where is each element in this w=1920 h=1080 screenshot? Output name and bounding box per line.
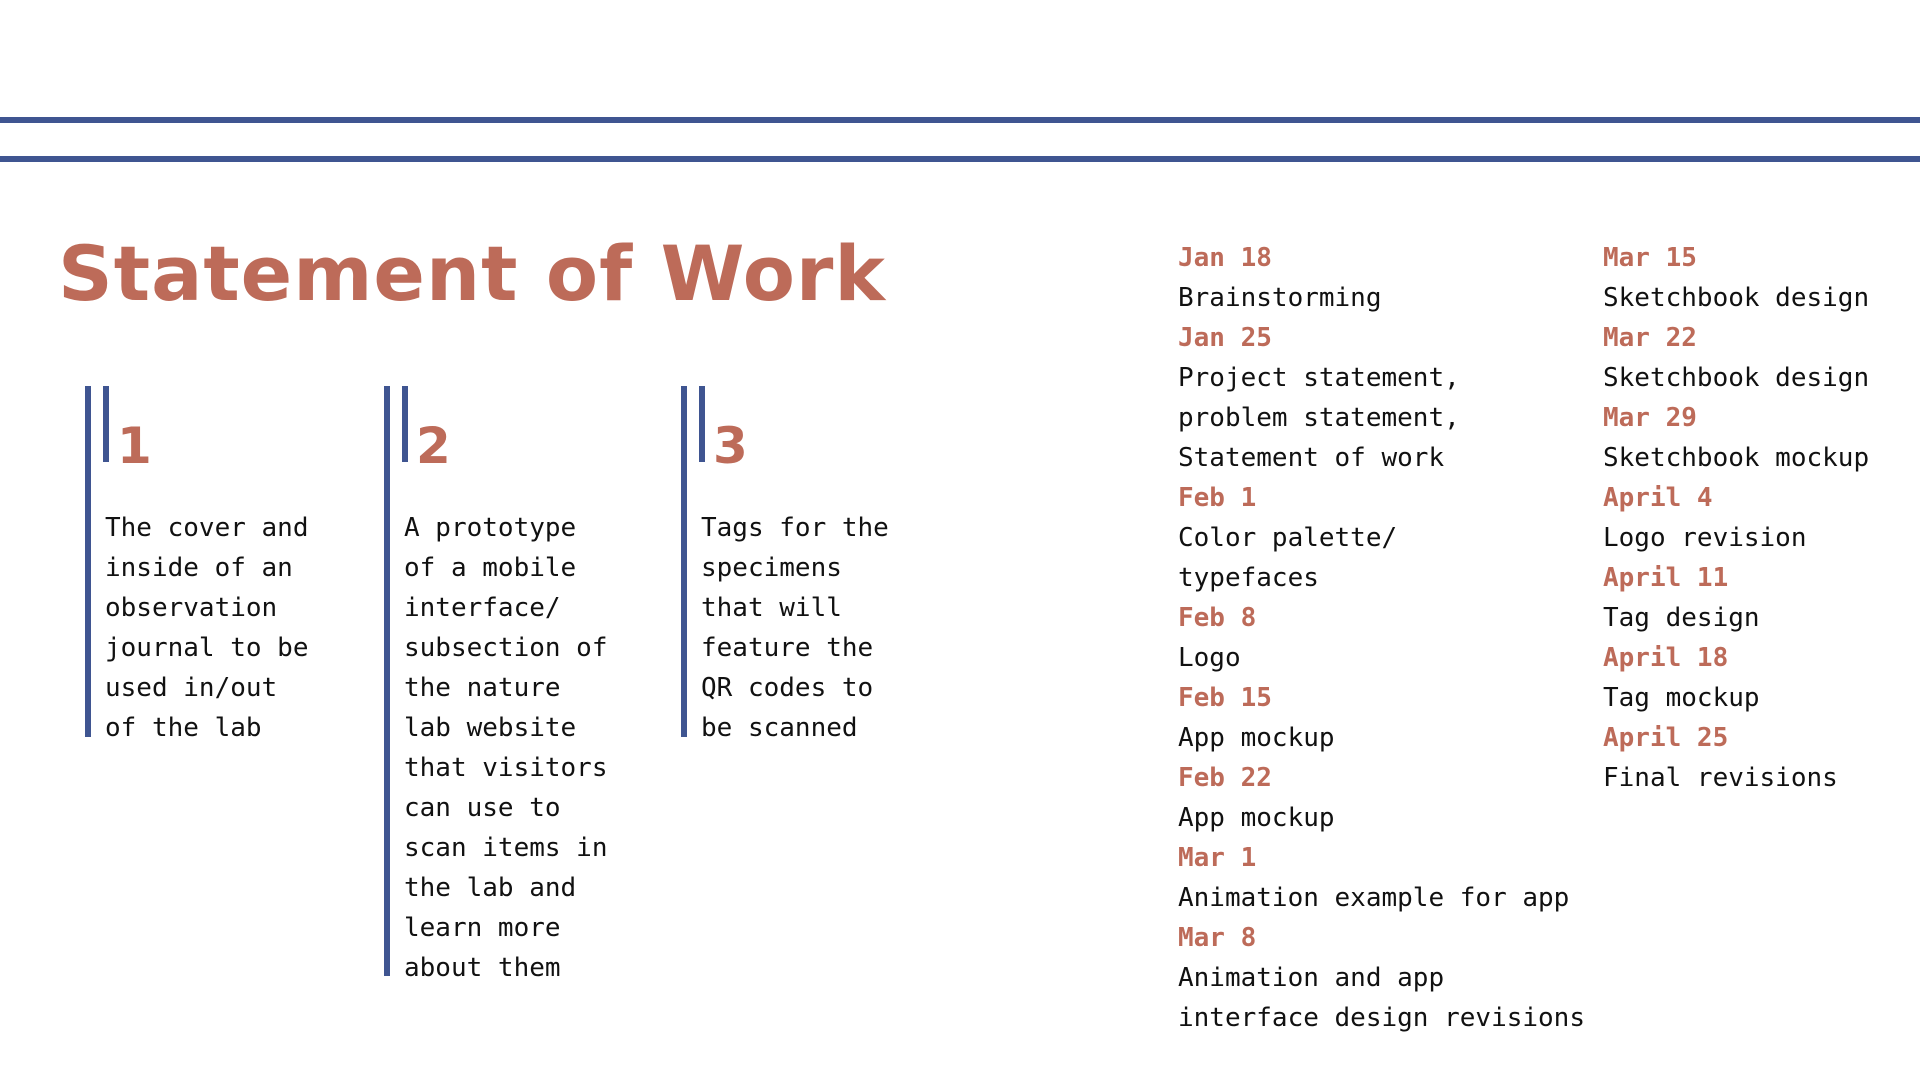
schedule-task: Final revisions <box>1603 763 1838 793</box>
deliverable-bar-short <box>402 386 408 462</box>
schedule-date: Jan 25 <box>1178 323 1272 353</box>
top-divider-line <box>0 117 1920 123</box>
deliverable-bar-short <box>103 386 109 462</box>
schedule-task: Tag mockup <box>1603 683 1760 713</box>
deliverable-bar-long <box>85 386 91 737</box>
schedule-task: Tag design <box>1603 603 1760 633</box>
schedule-entry: Mar 8 Animation and app interface design… <box>1178 918 1585 1038</box>
schedule-entry: April 4 Logo revision <box>1603 478 1869 558</box>
schedule-entry: Feb 22 App mockup <box>1178 758 1585 838</box>
schedule-date: Mar 15 <box>1603 243 1697 273</box>
schedule-date: Mar 8 <box>1178 923 1257 953</box>
deliverable-number: 3 <box>713 417 748 475</box>
schedule-task: Logo revision <box>1603 523 1807 553</box>
schedule-task: Sketchbook mockup <box>1603 443 1870 473</box>
schedule-task: App mockup <box>1178 803 1335 833</box>
deliverable-description: The cover and inside of an observation j… <box>105 513 309 743</box>
schedule-date: April 4 <box>1603 483 1713 513</box>
schedule-entry: April 25 Final revisions <box>1603 718 1869 798</box>
schedule-task: Animation and app interface design revis… <box>1178 963 1585 1033</box>
schedule-entry: Feb 8 Logo <box>1178 598 1585 678</box>
bottom-divider-line <box>0 156 1920 162</box>
deliverable-number: 2 <box>416 417 451 475</box>
schedule-entry: Mar 1 Animation example for app <box>1178 838 1585 918</box>
schedule-entry: Mar 22 Sketchbook design <box>1603 318 1869 398</box>
schedule-date: April 11 <box>1603 563 1729 593</box>
schedule-task: App mockup <box>1178 723 1335 753</box>
schedule-date: Mar 1 <box>1178 843 1257 873</box>
schedule-date: Feb 22 <box>1178 763 1272 793</box>
schedule-date: Mar 29 <box>1603 403 1697 433</box>
schedule-entry: Jan 25 Project statement, problem statem… <box>1178 318 1585 478</box>
schedule-task: Animation example for app <box>1178 883 1570 913</box>
schedule-entry: April 18 Tag mockup <box>1603 638 1869 718</box>
schedule-entry: Mar 15 Sketchbook design <box>1603 238 1869 318</box>
schedule-date: Mar 22 <box>1603 323 1697 353</box>
schedule-entry: April 11 Tag design <box>1603 558 1869 638</box>
schedule-task: Sketchbook design <box>1603 363 1870 393</box>
deliverable-number: 1 <box>117 417 152 475</box>
schedule-task: Brainstorming <box>1178 283 1382 313</box>
schedule-date: Feb 8 <box>1178 603 1257 633</box>
schedule-date: Feb 15 <box>1178 683 1272 713</box>
schedule-entry: Feb 15 App mockup <box>1178 678 1585 758</box>
schedule-task: Color palette/ typefaces <box>1178 523 1398 593</box>
schedule-entry: Feb 1 Color palette/ typefaces <box>1178 478 1585 598</box>
schedule-date: April 25 <box>1603 723 1729 753</box>
schedule-task: Logo <box>1178 643 1241 673</box>
schedule-column-1: Jan 18 Brainstorming Jan 25 Project stat… <box>1178 238 1585 1038</box>
schedule-entry: Mar 29 Sketchbook mockup <box>1603 398 1869 478</box>
deliverable-bar-long <box>681 386 687 737</box>
schedule-task: Sketchbook design <box>1603 283 1870 313</box>
deliverable-bar-long <box>384 386 390 976</box>
schedule-column-2: Mar 15 Sketchbook design Mar 22 Sketchbo… <box>1603 238 1869 798</box>
page-title: Statement of Work <box>58 229 886 318</box>
deliverable-description: Tags for the specimens that will feature… <box>701 513 889 743</box>
schedule-date: Jan 18 <box>1178 243 1272 273</box>
schedule-entry: Jan 18 Brainstorming <box>1178 238 1585 318</box>
schedule-task: Project statement, problem statement, St… <box>1178 363 1460 473</box>
deliverable-description: A prototype of a mobile interface/ subse… <box>404 513 608 983</box>
deliverable-bar-short <box>699 386 705 462</box>
schedule-date: April 18 <box>1603 643 1729 673</box>
schedule-date: Feb 1 <box>1178 483 1257 513</box>
